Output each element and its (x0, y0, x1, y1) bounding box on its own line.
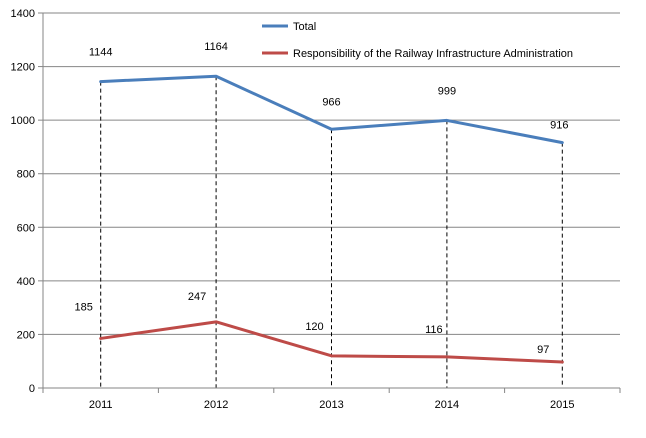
data-point (331, 128, 332, 130)
y-tick-label: 200 (17, 329, 35, 341)
axes (42, 13, 621, 393)
data-labels: 1144 1164 966 999 916 185 247 120 116 97 (75, 41, 569, 356)
series-lines (99, 74, 564, 364)
data-point (215, 321, 217, 323)
data-label: 97 (537, 344, 549, 356)
x-tick-label: 2012 (204, 399, 228, 411)
x-tick-label: 2011 (89, 399, 113, 411)
y-axis-ticks: 0 200 400 600 800 1000 1200 1400 (11, 8, 43, 395)
data-label: 999 (438, 85, 456, 97)
data-point (100, 337, 102, 339)
data-point (446, 356, 448, 358)
data-point (446, 119, 448, 121)
drop-lines (100, 76, 563, 388)
y-tick-label: 1400 (11, 8, 35, 20)
y-tick-label: 600 (17, 222, 35, 234)
legend-label-1: Total (293, 21, 316, 33)
x-tick-label: 2015 (550, 399, 574, 411)
legend-label-2: Responsibility of the Railway Infrastruc… (293, 48, 573, 60)
data-point (100, 81, 102, 83)
x-tick-label: 2014 (435, 399, 459, 411)
x-tick-label: 2013 (319, 399, 343, 411)
data-label: 916 (550, 120, 568, 132)
y-tick-label: 0 (29, 383, 35, 395)
y-tick-label: 1000 (11, 115, 35, 127)
legend: Total Responsibility of the Railway Infra… (262, 21, 573, 60)
y-tick-label: 800 (17, 169, 35, 181)
y-tick-label: 400 (17, 276, 35, 288)
data-point (561, 142, 563, 144)
data-point (331, 355, 332, 357)
data-label: 1144 (89, 47, 113, 59)
data-label: 247 (188, 291, 206, 303)
data-label: 120 (305, 321, 323, 333)
data-label: 185 (75, 301, 93, 313)
x-axis-ticks: 2011 2012 2013 2014 2015 (89, 399, 575, 411)
y-tick-label: 1200 (11, 62, 35, 74)
data-point (561, 361, 563, 363)
data-label: 116 (425, 324, 443, 336)
data-label: 1164 (204, 41, 228, 53)
data-point (215, 75, 217, 77)
data-label: 966 (322, 96, 340, 108)
